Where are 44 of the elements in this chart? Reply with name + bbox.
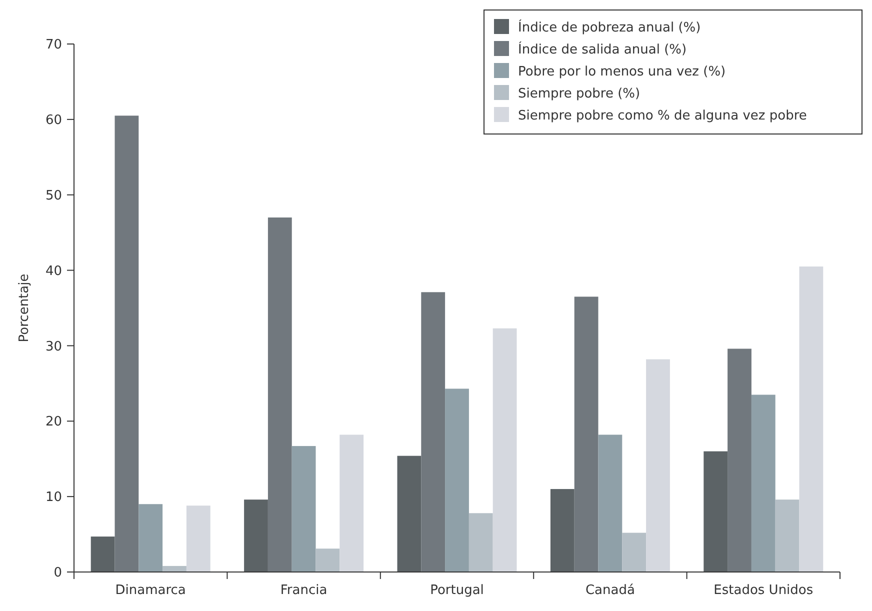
x-tick-label: Canadá — [585, 583, 635, 598]
bar — [268, 217, 292, 572]
y-tick-label: 50 — [45, 188, 62, 204]
y-tick-label: 60 — [45, 112, 62, 128]
y-tick-label: 40 — [45, 264, 62, 279]
legend-label: Siempre pobre como % de alguna vez pobre — [518, 108, 807, 124]
bar — [138, 504, 163, 572]
y-axis-title: Porcentaje — [17, 274, 32, 342]
bar — [244, 500, 268, 572]
y-tick-label: 0 — [54, 566, 62, 581]
y-tick-label: 70 — [45, 38, 62, 53]
bar — [292, 446, 316, 572]
bar — [492, 328, 517, 572]
bar — [574, 296, 598, 572]
x-tick-label: Estados Unidos — [714, 583, 814, 598]
bar — [728, 348, 752, 572]
legend-label: Índice de salida anual (%) — [518, 40, 687, 58]
bar — [90, 536, 115, 572]
bar — [421, 292, 446, 572]
bar — [799, 266, 824, 572]
bar — [114, 116, 139, 572]
legend-label: Índice de pobreza anual (%) — [518, 18, 701, 36]
bar — [316, 548, 340, 572]
bar — [751, 394, 776, 572]
x-tick-label: Portugal — [430, 583, 484, 598]
legend-label: Pobre por lo menos una vez (%) — [518, 64, 726, 80]
y-tick-label: 20 — [45, 414, 62, 430]
legend-label: Siempre pobre (%) — [518, 86, 640, 102]
y-tick-label: 30 — [45, 339, 62, 354]
bar — [162, 566, 186, 572]
bar — [468, 513, 493, 572]
x-tick-label: Dinamarca — [115, 583, 186, 598]
bar — [340, 434, 364, 572]
y-tick-label: 10 — [45, 490, 62, 506]
bar — [550, 489, 574, 572]
bar — [445, 388, 469, 572]
bar — [775, 500, 800, 572]
bar — [646, 359, 670, 572]
bar — [397, 456, 422, 572]
bar — [704, 451, 728, 572]
x-tick-label: Francia — [280, 583, 328, 598]
bar — [186, 506, 210, 572]
bar — [622, 532, 646, 572]
bar — [598, 434, 622, 572]
